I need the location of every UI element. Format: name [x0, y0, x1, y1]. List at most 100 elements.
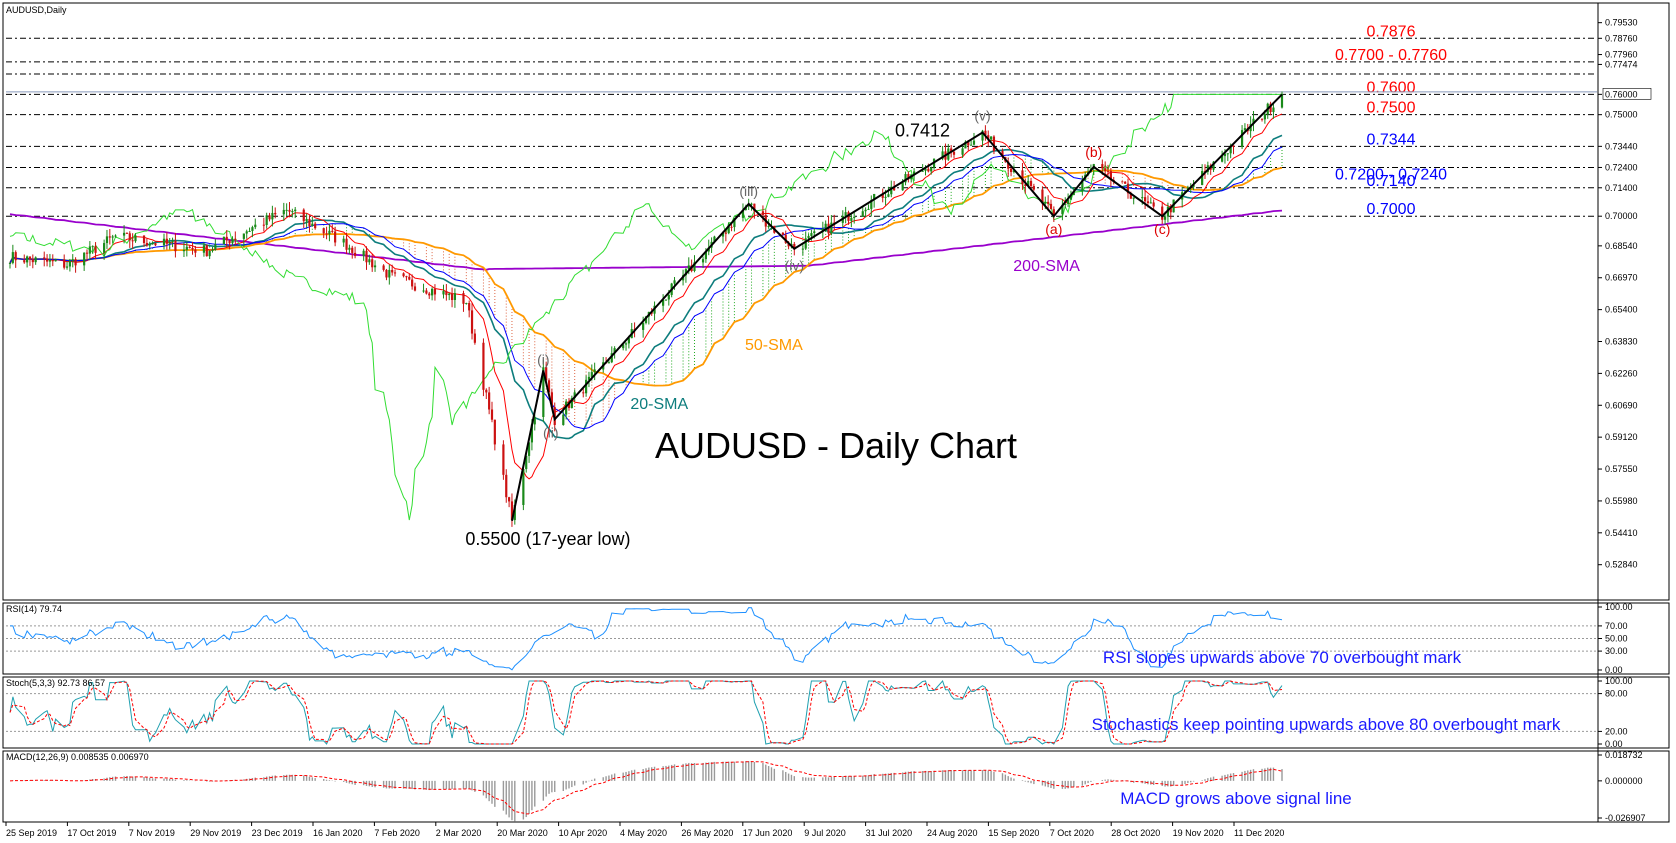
- macd-tick-label: -0.026907: [1605, 813, 1646, 823]
- candle-body: [733, 217, 736, 228]
- candle-body: [45, 258, 49, 262]
- annotations: 0.5500 (17-year low) 0.7412 (i) (ii) (iii) (i…: [465, 108, 1170, 549]
- candle-body: [1001, 151, 1004, 158]
- rsi-line: [10, 607, 1283, 671]
- chart-title: AUDUSD - Daily Chart: [655, 425, 1017, 466]
- price-tick-label: 0.70000: [1605, 211, 1638, 221]
- candle-body: [205, 245, 208, 257]
- candle-body: [505, 474, 508, 498]
- candle-body: [388, 269, 391, 278]
- candle-body: [450, 293, 454, 301]
- candle-body: [813, 231, 816, 234]
- candle-body: [727, 226, 730, 234]
- rsi-panel-frame: [2, 602, 1670, 675]
- candle-body: [265, 215, 268, 225]
- candle-body: [294, 209, 297, 212]
- candle-body: [904, 174, 907, 183]
- candle-body: [148, 244, 151, 246]
- candle-body: [211, 249, 214, 251]
- candle-body: [787, 242, 790, 247]
- candle-body: [88, 246, 91, 254]
- candle-body: [462, 293, 465, 304]
- support-resistance-levels: 0.7876 0.7700 - 0.7760 0.7600 0.7500 0.7344 0…: [6, 23, 1597, 218]
- level-label: 0.7000: [1367, 201, 1416, 218]
- macd-label: MACD(12,26,9) 0.008535 0.006970: [6, 752, 149, 762]
- candle-body: [174, 240, 177, 252]
- candle-body: [1027, 180, 1030, 186]
- date-tick-label: 26 May 2020: [681, 828, 733, 838]
- candle-body: [1106, 170, 1110, 172]
- candle-body: [94, 246, 97, 253]
- candle-body: [8, 262, 12, 264]
- candle-body: [385, 269, 388, 278]
- candle-body: [485, 389, 488, 393]
- candle-body: [342, 238, 345, 243]
- candle-body: [1212, 161, 1215, 170]
- candle-body: [465, 303, 468, 305]
- candle-body: [448, 293, 451, 296]
- candle-body: [31, 259, 34, 263]
- wave-ii-label: (ii): [543, 424, 559, 440]
- candle-body: [488, 392, 491, 410]
- rsi-label: RSI(14) 79.74: [6, 604, 62, 614]
- candle-body: [1260, 118, 1264, 120]
- candle-body: [282, 209, 285, 215]
- candle-body: [493, 419, 496, 445]
- candle-body: [371, 259, 374, 268]
- candle-body: [533, 416, 536, 425]
- candle-body: [14, 252, 17, 261]
- candle-body: [1072, 191, 1075, 196]
- candle-body: [701, 259, 705, 263]
- candle-body: [1232, 145, 1235, 147]
- candle-body: [610, 353, 613, 363]
- candle-body: [1169, 206, 1172, 213]
- candle-body: [85, 252, 89, 254]
- candle-body: [43, 257, 46, 259]
- candle-body: [1163, 216, 1167, 220]
- candle-body: [245, 231, 248, 234]
- wave-c-label: (c): [1154, 221, 1170, 237]
- candle-body: [11, 252, 14, 263]
- level-label: 0.7200 - 0.7240: [1335, 166, 1447, 183]
- candle-body: [231, 238, 234, 244]
- candle-body: [353, 252, 357, 256]
- candle-body: [1152, 202, 1155, 207]
- candle-body: [542, 367, 545, 417]
- candle-body: [1141, 197, 1144, 199]
- candle-body: [950, 148, 953, 152]
- candle-body: [1272, 107, 1275, 113]
- candle-body: [1144, 197, 1147, 202]
- candle-body: [165, 238, 168, 244]
- date-tick-label: 9 Jul 2020: [804, 828, 846, 838]
- level-label: 0.7344: [1367, 131, 1416, 148]
- candle-body: [992, 136, 996, 152]
- candle-body: [142, 235, 146, 244]
- date-tick-label: 19 Nov 2020: [1173, 828, 1224, 838]
- price-tick-label: 0.57550: [1605, 464, 1638, 474]
- candle-body: [522, 469, 525, 505]
- candle-body: [664, 299, 668, 301]
- candle-body: [111, 236, 114, 238]
- candle-body: [65, 266, 69, 268]
- price-tick-label: 0.54410: [1605, 528, 1638, 538]
- candle-body: [23, 260, 26, 263]
- date-tick-label: 29 Nov 2019: [190, 828, 241, 838]
- candle-body: [941, 151, 944, 159]
- candle-body: [182, 249, 186, 252]
- candle-body: [622, 344, 625, 349]
- candle-body: [927, 168, 930, 172]
- candle-body: [582, 392, 585, 394]
- stoch-d-line: [9, 680, 1283, 745]
- candle-body: [26, 256, 29, 263]
- candle-body: [730, 226, 733, 228]
- rsi-tick-label: 50.00: [1605, 634, 1628, 644]
- candle-body: [445, 291, 448, 296]
- chikou-line: [9, 93, 1282, 521]
- candle-body: [912, 171, 916, 175]
- wave-iii-label: (iii): [739, 183, 758, 199]
- candle-body: [784, 234, 787, 243]
- candle-body: [1061, 204, 1064, 215]
- candle-body: [867, 208, 870, 210]
- candle-body: [63, 259, 66, 268]
- candle-body: [613, 348, 616, 354]
